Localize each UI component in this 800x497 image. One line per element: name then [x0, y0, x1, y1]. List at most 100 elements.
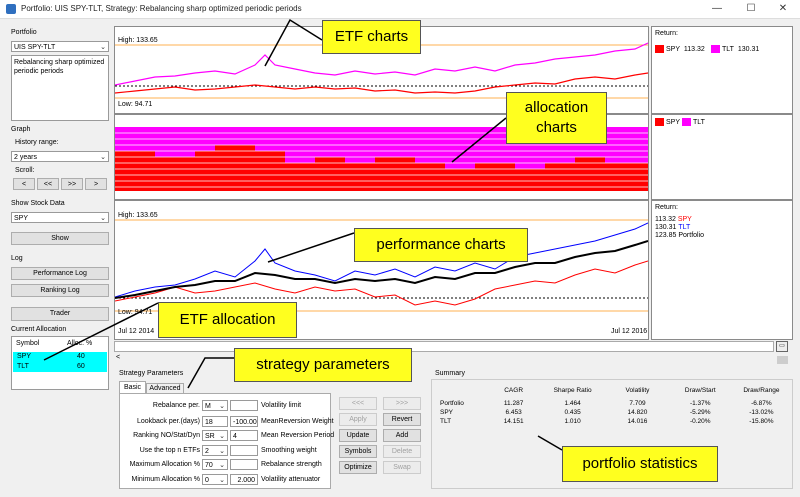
param-value: 2 [205, 448, 209, 455]
strategy-group-label: Strategy Parameters [119, 370, 184, 377]
strategy-description: Rebalancing sharp optimized periodic per… [11, 55, 109, 121]
etf-legend: Return: SPY 113.32 TLT 130.31 [651, 26, 793, 114]
param-desc: MeanReversion Weight [261, 418, 334, 425]
leader-etf-allocation [43, 302, 159, 361]
param-value: M [205, 403, 211, 410]
apply-button[interactable]: Apply [339, 413, 377, 426]
summary-cell: -6.87% [751, 400, 772, 407]
tlt-swatch [682, 118, 691, 126]
chevron-down-icon: ⌄ [219, 403, 225, 410]
allocation-group-label: Current Allocation [11, 326, 67, 333]
chevron-down-icon: ⌄ [100, 44, 106, 51]
next-strategy-button[interactable]: >>> [383, 397, 421, 410]
allocation-hatch [115, 132, 648, 188]
prev-strategy-button[interactable]: <<< [339, 397, 377, 410]
performance-chart-plot [115, 219, 648, 312]
date-start-label: Jul 12 2014 [118, 328, 155, 335]
summary-cell: 11.287 [503, 400, 524, 407]
revert-button[interactable]: Revert [383, 413, 421, 426]
chevron-down-icon: ⌄ [219, 448, 225, 455]
trader-button[interactable]: Trader [11, 307, 109, 321]
summary-row: Portfolio 11.287 1.464 7.709 -1.37% -6.8… [438, 399, 792, 408]
param-desc: Volatility limit [261, 402, 302, 409]
param-input[interactable] [230, 400, 258, 411]
portfolio-performance-line [115, 240, 648, 299]
tab-basic[interactable]: Basic [119, 381, 146, 393]
show-button[interactable]: Show [11, 232, 109, 245]
scroll-right-button[interactable]: > [85, 178, 107, 190]
allocation-col-symbol: Symbol [16, 340, 40, 347]
tlt-swatch [711, 45, 720, 53]
param-select[interactable]: M ⌄ [202, 400, 228, 411]
param-select[interactable]: 70 ⌄ [202, 459, 228, 470]
param-select[interactable]: 2 ⌄ [202, 445, 228, 456]
param-input[interactable]: 18 [202, 416, 228, 427]
performance-log-button[interactable]: Performance Log [11, 267, 109, 280]
delete-button[interactable]: Delete [383, 445, 421, 458]
etf-legend-item: SPY 113.32 [655, 45, 705, 53]
tab-advanced[interactable]: Advanced [146, 383, 184, 393]
date-end-label: Jul 12 2016 [611, 328, 648, 335]
allocation-symbol: SPY [17, 353, 32, 360]
summary-cell: 14.016 [627, 418, 648, 425]
update-button[interactable]: Update [339, 429, 377, 442]
allocation-symbol: TLT [17, 363, 29, 370]
param-label: Rebalance per. [152, 402, 200, 409]
summary-cell: -1.37% [689, 400, 711, 407]
scroll-left-arrow[interactable]: < [116, 354, 121, 361]
maximize-button[interactable]: ☐ [746, 3, 756, 14]
allocation-legend: SPY TLT [651, 114, 793, 200]
allocation-col-alloc: Alloc. % [67, 340, 93, 347]
summary-group-label: Summary [435, 370, 465, 377]
stock-select[interactable]: SPY ⌄ [11, 212, 109, 223]
leader-etf-charts [264, 18, 323, 67]
ranking-log-button[interactable]: Ranking Log [11, 284, 109, 297]
param-label: Ranking NO/Stat/Dyn [133, 432, 200, 439]
alloc-legend-item: TLT [682, 118, 705, 126]
param-select[interactable]: SR ⌄ [202, 430, 228, 441]
summary-header: Sharpe Ratio [553, 387, 592, 394]
allocation-row[interactable]: SPY 40 [13, 352, 107, 362]
optimize-button[interactable]: Optimize [339, 461, 377, 474]
history-range-select[interactable]: 2 years ⌄ [11, 151, 109, 162]
add-button[interactable]: Add [383, 429, 421, 442]
legend-name: TLT [722, 45, 734, 53]
scroll-fast-right-button[interactable]: >> [61, 178, 83, 190]
swap-button[interactable]: Swap [383, 461, 421, 474]
summary-cell: Portfolio [440, 400, 464, 407]
param-input[interactable]: -100.00 [230, 416, 258, 427]
summary-row: TLT 14.151 1.010 14.016 -0.20% -15.80% [438, 417, 792, 426]
leader-strategy-parameters [187, 357, 234, 389]
summary-cell: 14.820 [627, 409, 648, 416]
param-select[interactable]: 0 ⌄ [202, 474, 228, 485]
legend-name: TLT [693, 118, 705, 126]
param-label: Lookback per.(days) [136, 418, 200, 425]
param-input[interactable] [230, 445, 258, 456]
param-label: Maximum Allocation % [129, 461, 200, 468]
allocation-percent: 60 [77, 363, 85, 370]
param-input[interactable] [230, 459, 258, 470]
close-button[interactable]: ✕ [778, 3, 788, 14]
param-input[interactable]: 2.000 [230, 474, 258, 485]
alloc-legend-item: SPY [655, 118, 680, 126]
perf-legend-item: 130.31 TLT [655, 224, 690, 231]
etf-low-label: Low: 94.71 [118, 101, 153, 108]
chart-settings-icon[interactable]: ▭ [776, 341, 788, 352]
portfolio-selected: UIS SPY-TLT [14, 44, 56, 51]
allocation-row[interactable]: TLT 60 [13, 362, 107, 372]
symbols-button[interactable]: Symbols [339, 445, 377, 458]
minimize-button[interactable]: — [712, 3, 722, 14]
scroll-fast-left-button[interactable]: << [37, 178, 59, 190]
summary-cell: -13.02% [749, 409, 774, 416]
param-input[interactable]: 4 [230, 430, 258, 441]
stock-data-group-label: Show Stock Data [11, 200, 65, 207]
portfolio-select[interactable]: UIS SPY-TLT ⌄ [11, 41, 109, 52]
spy-line [115, 72, 648, 94]
chart-scrollbar[interactable] [114, 341, 774, 352]
param-desc: Mean Reversion Period [261, 432, 335, 439]
allocation-table: Symbol Alloc. % SPY 40 TLT 60 [11, 336, 109, 390]
spy-performance-line [115, 260, 648, 306]
scroll-thumb[interactable] [777, 356, 788, 364]
param-label: Minimum Allocation % [131, 476, 200, 483]
scroll-left-button[interactable]: < [13, 178, 35, 190]
